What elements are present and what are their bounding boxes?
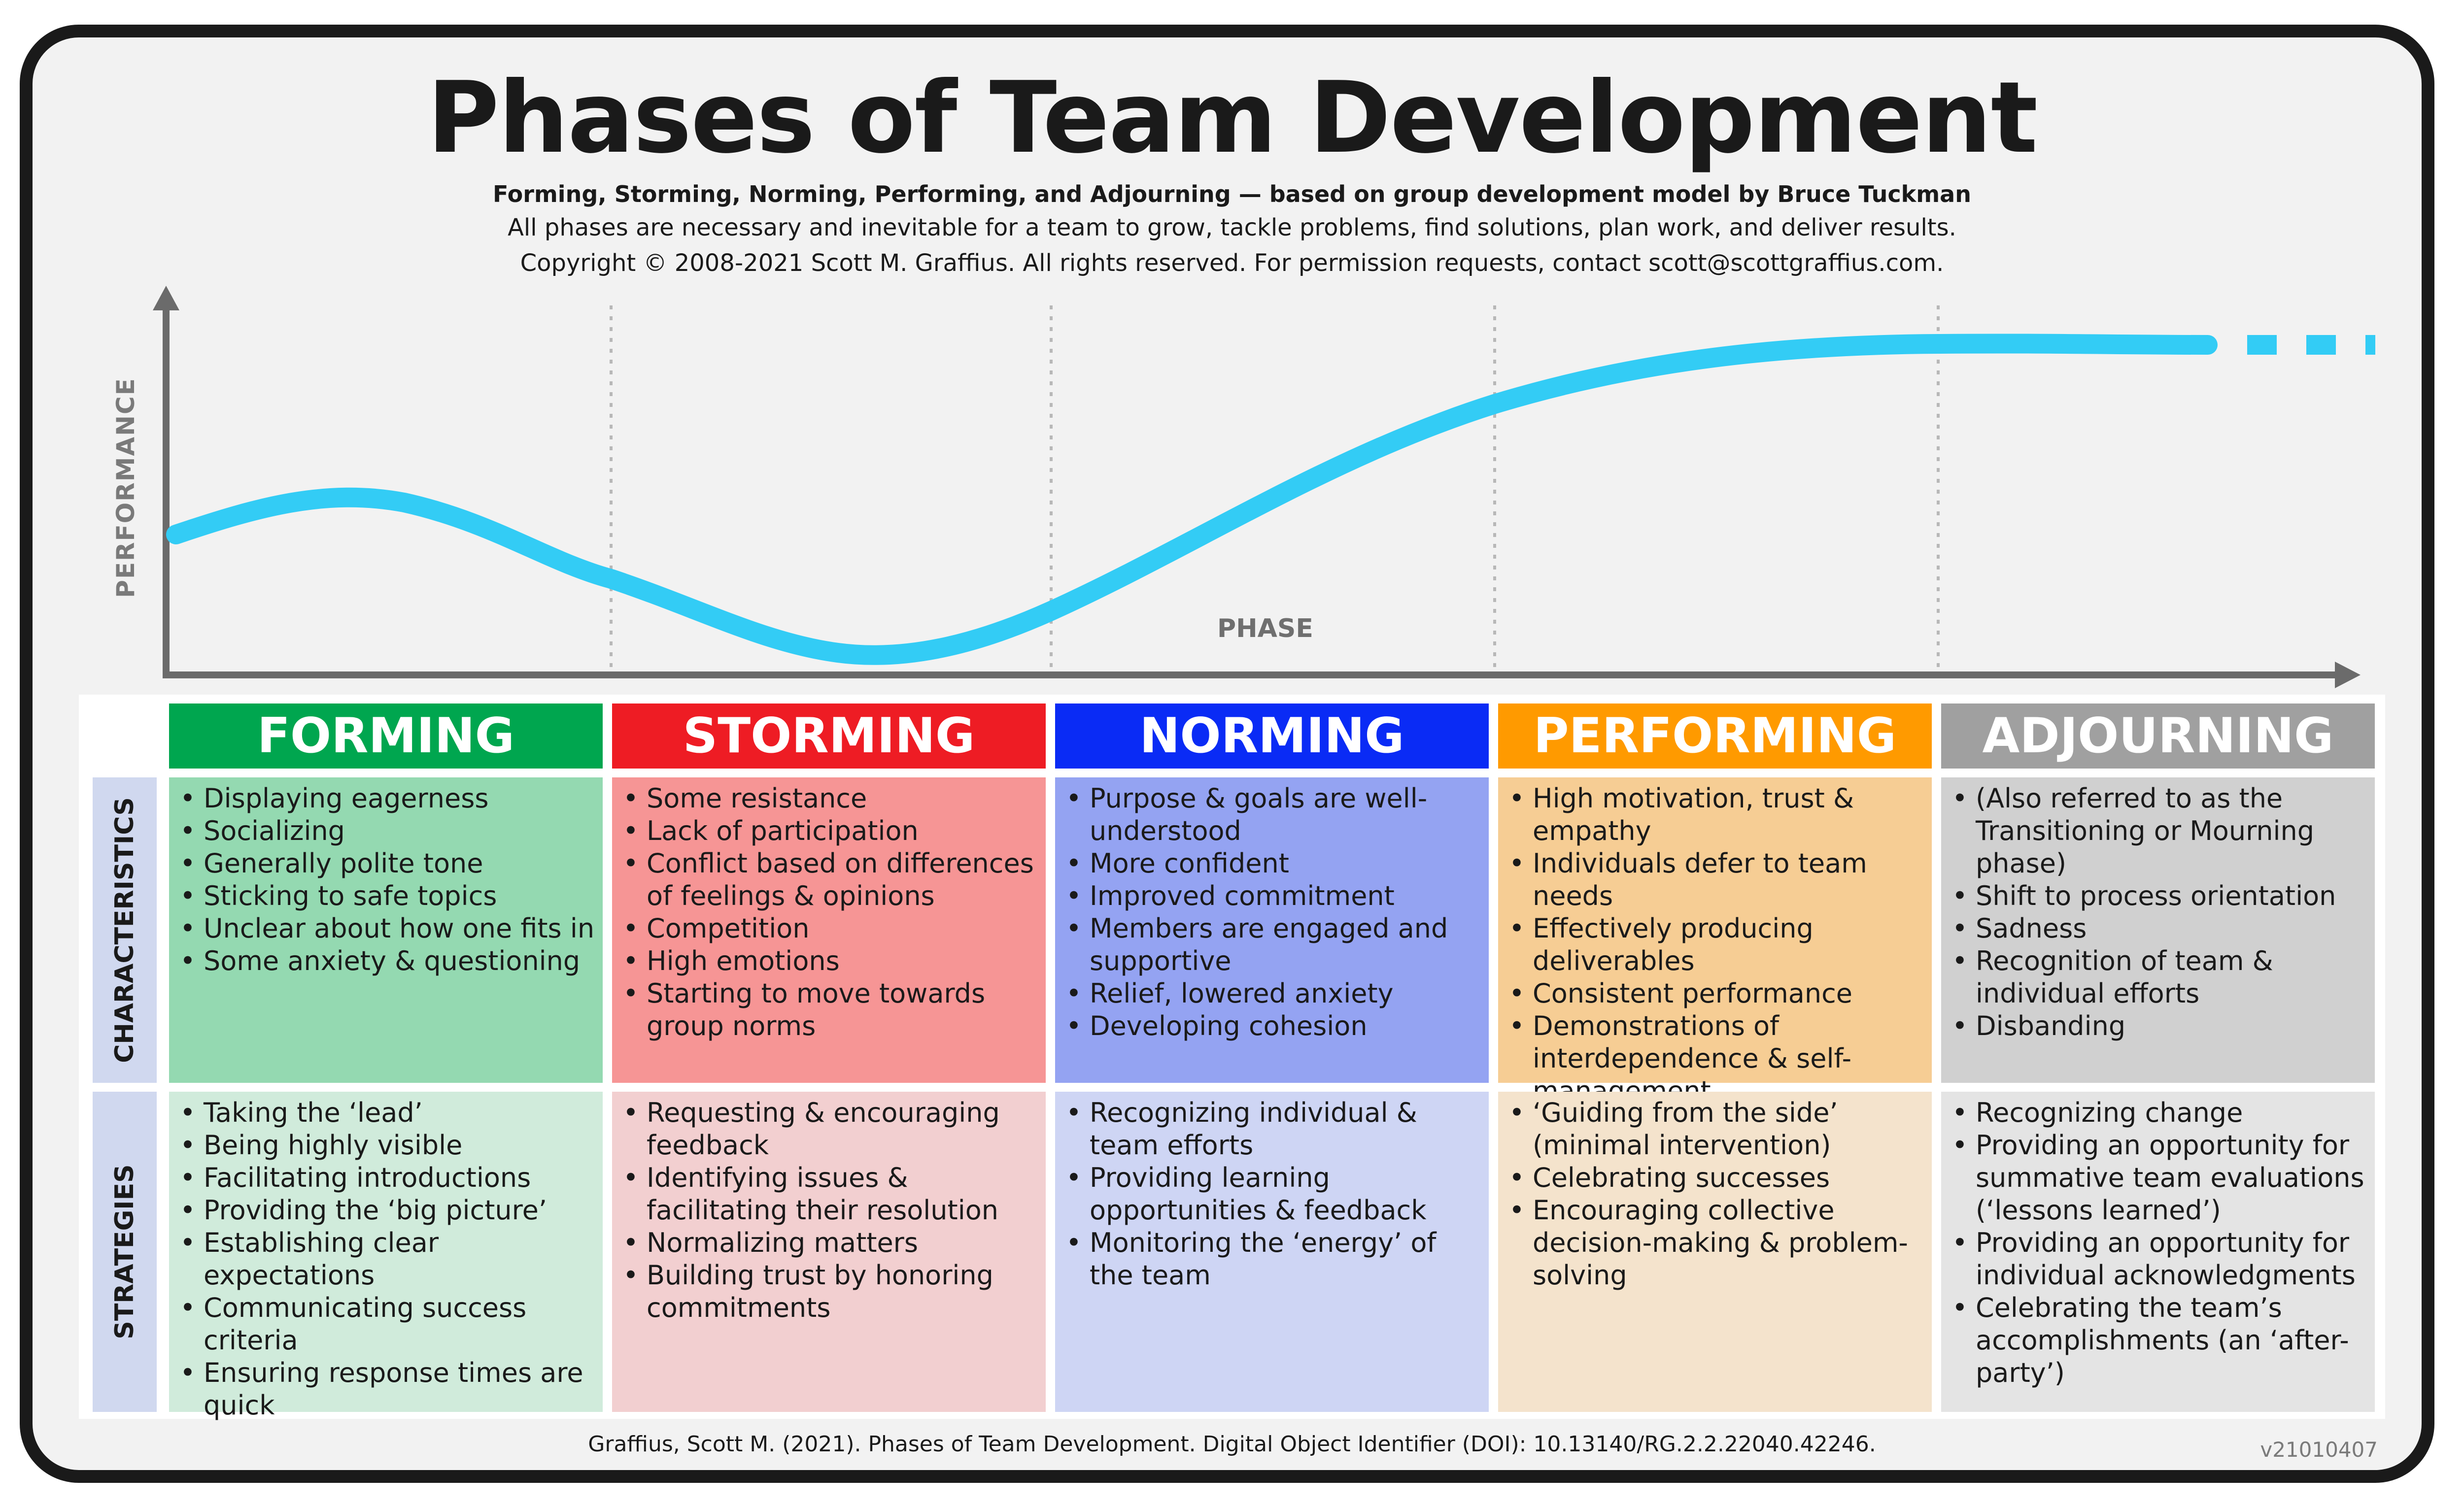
- list-item: Providing the ‘big picture’: [176, 1194, 596, 1227]
- list-item: Providing learning opportunities & feedb…: [1062, 1162, 1482, 1227]
- list-item: Effectively producing deliverables: [1505, 912, 1925, 977]
- copyright: Copyright © 2008-2021 Scott M. Graffius.…: [520, 249, 1944, 277]
- phase-header-performing: PERFORMING: [1498, 703, 1932, 769]
- characteristics-norming: Purpose & goals are well-understoodMore …: [1055, 777, 1489, 1083]
- page-title: Phases of Team Development: [427, 61, 2038, 175]
- description: All phases are necessary and inevitable …: [508, 214, 1956, 241]
- x-axis-label: PHASE: [1217, 614, 1313, 643]
- phase-header-forming: FORMING: [169, 703, 603, 769]
- list-item: Recognizing individual & team efforts: [1062, 1097, 1482, 1162]
- list-item: Disbanding: [1948, 1010, 2368, 1042]
- list-item: Developing cohesion: [1062, 1010, 1482, 1042]
- list-item: Establishing clear expectations: [176, 1227, 596, 1292]
- list-item: Generally polite tone: [176, 847, 596, 880]
- y-axis-arrow: [153, 286, 179, 310]
- list-item: High emotions: [619, 945, 1039, 977]
- list-item: (Also referred to as the Transitioning o…: [1948, 782, 2368, 880]
- list-item: Unclear about how one fits in: [176, 912, 596, 945]
- list-item: Being highly visible: [176, 1129, 596, 1162]
- row-label-strategies: STRATEGIES: [93, 1092, 157, 1412]
- phase-header-norming: NORMING: [1055, 703, 1489, 769]
- citation: Graffius, Scott M. (2021). Phases of Tea…: [588, 1432, 1876, 1457]
- list-item: Displaying eagerness: [176, 782, 596, 815]
- list-item: Sticking to safe topics: [176, 880, 596, 912]
- list-item: High motivation, trust & empathy: [1505, 782, 1925, 847]
- subtitle: Forming, Storming, Norming, Performing, …: [493, 181, 1971, 207]
- list-item: Relief, lowered anxiety: [1062, 977, 1482, 1010]
- list-item: Improved commitment: [1062, 880, 1482, 912]
- strategies-forming: Taking the ‘lead’Being highly visibleFac…: [169, 1092, 603, 1421]
- list-item: Celebrating the team’s accomplishments (…: [1948, 1292, 2368, 1389]
- list-item: Competition: [619, 912, 1039, 945]
- row-label-characteristics: CHARACTERISTICS: [93, 777, 157, 1083]
- list-item: More confident: [1062, 847, 1482, 880]
- list-item: Sadness: [1948, 912, 2368, 945]
- list-item: Encouraging collective decision-making &…: [1505, 1194, 1925, 1292]
- characteristics-forming: Displaying eagernessSocializingGenerally…: [169, 777, 603, 1083]
- list-item: Conflict based on differences of feeling…: [619, 847, 1039, 912]
- list-item: Celebrating successes: [1505, 1162, 1925, 1194]
- list-item: Requesting & encouraging feedback: [619, 1097, 1039, 1162]
- list-item: Some resistance: [619, 782, 1039, 815]
- list-item: Members are engaged and supportive: [1062, 912, 1482, 977]
- list-item: Lack of participation: [619, 815, 1039, 847]
- strategies-storming: Requesting & encouraging feedbackIdentif…: [612, 1092, 1046, 1412]
- list-item: Identifying issues & facilitating their …: [619, 1162, 1039, 1227]
- list-item: Recognition of team & individual efforts: [1948, 945, 2368, 1010]
- strategies-norming: Recognizing individual & team effortsPro…: [1055, 1092, 1489, 1412]
- characteristics-storming: Some resistanceLack of participationConf…: [612, 777, 1046, 1083]
- list-item: Starting to move towards group norms: [619, 977, 1039, 1042]
- list-item: Normalizing matters: [619, 1227, 1039, 1259]
- version-label: v21010407: [2260, 1438, 2378, 1462]
- strategies-performing: ‘Guiding from the side’ (minimal interve…: [1498, 1092, 1932, 1412]
- list-item: Monitoring the ‘energy’ of the team: [1062, 1227, 1482, 1292]
- phase-header-adjourning: ADJOURNING: [1941, 703, 2375, 769]
- list-item: Taking the ‘lead’: [176, 1097, 596, 1129]
- list-item: Shift to process orientation: [1948, 880, 2368, 912]
- list-item: Some anxiety & questioning: [176, 945, 596, 977]
- list-item: Communicating success criteria: [176, 1292, 596, 1357]
- characteristics-adjourning: (Also referred to as the Transitioning o…: [1941, 777, 2375, 1083]
- list-item: Consistent performance: [1505, 977, 1925, 1010]
- list-item: Providing an opportunity for individual …: [1948, 1227, 2368, 1292]
- list-item: Recognizing change: [1948, 1097, 2368, 1129]
- phase-header-storming: STORMING: [612, 703, 1046, 769]
- list-item: Ensuring response times are quick: [176, 1357, 596, 1422]
- list-item: Providing an opportunity for summative t…: [1948, 1129, 2368, 1227]
- characteristics-performing: High motivation, trust & empathyIndividu…: [1498, 777, 1932, 1106]
- list-item: Building trust by honoring commitments: [619, 1259, 1039, 1324]
- list-item: Socializing: [176, 815, 596, 847]
- strategies-adjourning: Recognizing changeProviding an opportuni…: [1941, 1092, 2375, 1412]
- list-item: Purpose & goals are well-understood: [1062, 782, 1482, 847]
- performance-curve: [166, 334, 2218, 665]
- list-item: Facilitating introductions: [176, 1162, 596, 1194]
- x-axis-arrow: [2335, 662, 2361, 688]
- list-item: ‘Guiding from the side’ (minimal interve…: [1505, 1097, 1925, 1162]
- list-item: Individuals defer to team needs: [1505, 847, 1925, 912]
